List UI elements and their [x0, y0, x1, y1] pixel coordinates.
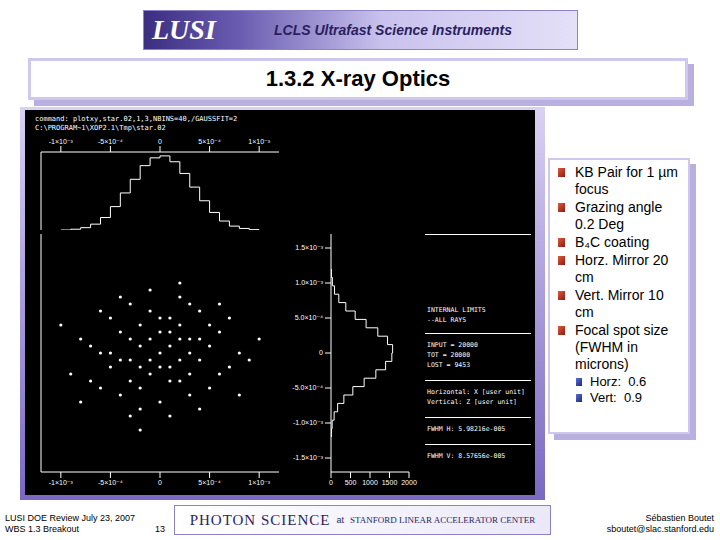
svg-text:0: 0 [329, 479, 333, 486]
html-text:Vert. Mirror 10 cm: Vert. Mirror 10 cm [575, 287, 664, 320]
svg-text:1.0×10⁻³: 1.0×10⁻³ [295, 279, 323, 286]
svg-text:5×10⁻⁴: 5×10⁻⁴ [198, 479, 220, 486]
svg-text:5.0×10⁻⁴: 5.0×10⁻⁴ [295, 314, 323, 321]
svg-text:1000: 1000 [362, 479, 378, 486]
svg-text:-1×10⁻³: -1×10⁻³ [49, 479, 74, 486]
html-text:LUSI DOE Review July 23, 2007: LUSI DOE Review July 23, 2007 [5, 513, 136, 523]
html-text:Grazing angle 0.2 Deg: Grazing angle 0.2 Deg [575, 199, 663, 232]
svg-text:0: 0 [158, 138, 162, 145]
html-text:command: plotxy,star.02,1,3,NB: command: plotxy,star.02,1,3,NBINS=40,/GA… [35, 115, 238, 123]
svg-text:1.5×10⁻³: 1.5×10⁻³ [295, 244, 323, 251]
html-text:WBS 1.3 Breakout: WBS 1.3 Breakout [5, 524, 79, 534]
html-text:TOT = 20000: TOT = 20000 [427, 351, 470, 359]
html-text:Focal spot size (FWHM in micro: Focal spot size (FWHM in microns) [575, 322, 669, 372]
svg-text:5×10⁻⁴: 5×10⁻⁴ [198, 138, 220, 145]
svg-text:-1.0×10⁻³: -1.0×10⁻³ [293, 419, 324, 426]
html-text:LCLS Ultrafast Science Instrum: LCLS Ultrafast Science Instruments [274, 22, 513, 38]
html-text:sboutet@slac.stanford.edu: sboutet@slac.stanford.edu [606, 524, 714, 534]
svg-text:0: 0 [158, 479, 162, 486]
svg-text:1500: 1500 [382, 479, 398, 486]
svg-text:-5×10⁻⁴: -5×10⁻⁴ [98, 479, 123, 486]
svg-text:-5×10⁻⁴: -5×10⁻⁴ [98, 138, 123, 145]
html-text:B₄C coating: B₄C coating [575, 234, 650, 250]
html-text:FWHM H: 5.98216e-005: FWHM H: 5.98216e-005 [427, 425, 506, 433]
html-text:LUSI: LUSI [152, 14, 216, 45]
html-text:C:\PROGRAM~1\XOP2.1\Tmp\star.0: C:\PROGRAM~1\XOP2.1\Tmp\star.02 [35, 124, 166, 132]
html-text:STANFORD LINEAR ACCELERATOR CE: STANFORD LINEAR ACCELERATOR CENTER [350, 515, 536, 525]
svg-text:-1×10⁻³: -1×10⁻³ [49, 138, 74, 145]
html-text:Vert: 0.9: Vert: 0.9 [590, 390, 642, 405]
html-text:Horizontal: X [user unit]: Horizontal: X [user unit] [427, 388, 525, 396]
svg-text:0: 0 [319, 349, 323, 356]
html-text:Vertical: Z [user unit]: Vertical: Z [user unit] [427, 398, 517, 406]
svg-text:1×10⁻³: 1×10⁻³ [248, 138, 270, 145]
html-text:Horz. Mirror 20 cm: Horz. Mirror 20 cm [575, 252, 669, 285]
html-text:1.3.2 X-ray Optics: 1.3.2 X-ray Optics [265, 66, 451, 91]
html-text:13: 13 [155, 524, 165, 534]
html-text:Sébastien Boutet: Sébastien Boutet [645, 513, 714, 523]
svg-text:500: 500 [345, 479, 357, 486]
svg-text:1×10⁻³: 1×10⁻³ [248, 479, 270, 486]
svg-text:-5.0×10⁻⁴: -5.0×10⁻⁴ [292, 384, 323, 391]
html-text:--ALL RAYS: --ALL RAYS [427, 316, 467, 324]
html-text:Horz: 0.6: Horz: 0.6 [590, 374, 647, 389]
html-text:INTERNAL LIMITS: INTERNAL LIMITS [427, 306, 486, 314]
html-text:KB Pair for 1 µm focus: KB Pair for 1 µm focus [575, 164, 678, 197]
svg-text:-1.5×10⁻³: -1.5×10⁻³ [293, 454, 324, 461]
html-text:PHOTON SCIENCE at: PHOTON SCIENCE at [189, 511, 344, 528]
html-text:FWHM V: 8.57656e-005: FWHM V: 8.57656e-005 [427, 452, 506, 460]
html-text:INPUT = 20000: INPUT = 20000 [427, 341, 478, 349]
html-text:LOST = 9453: LOST = 9453 [427, 361, 470, 369]
svg-text:2000: 2000 [401, 479, 417, 486]
